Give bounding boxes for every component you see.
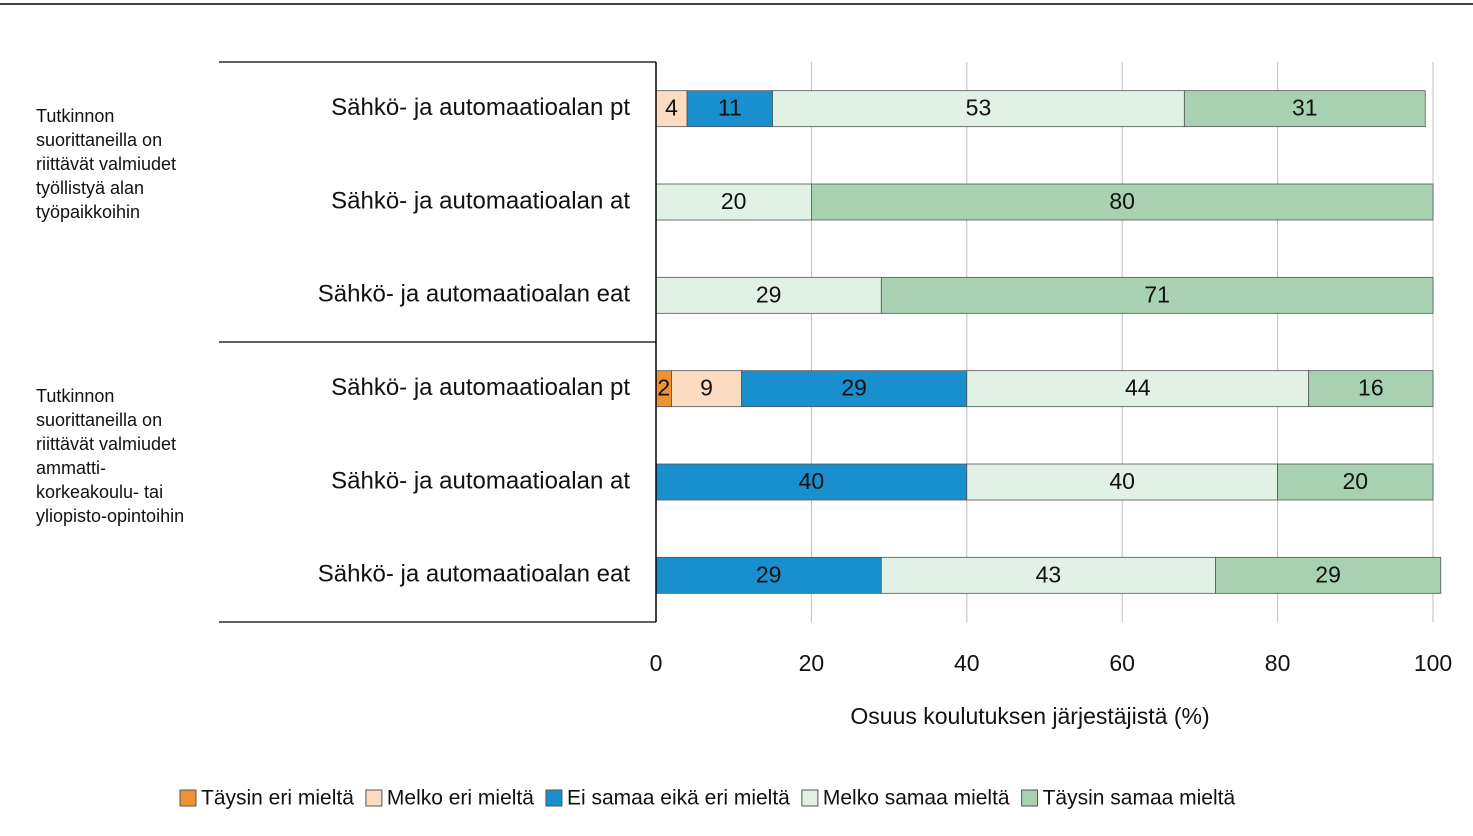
data-label: 29 (841, 375, 867, 401)
group-label: riittävät valmiudet (36, 154, 176, 174)
legend-label: Melko eri mieltä (387, 787, 534, 810)
x-tick-label: 100 (1414, 650, 1452, 676)
bar-segment (966, 370, 1310, 408)
data-label: 4 (665, 95, 678, 121)
data-label: 71 (1144, 281, 1170, 307)
data-label: 20 (1343, 468, 1369, 494)
bar-segment (655, 556, 882, 594)
y-tick-label: Sähkö- ja automaatioalan pt (331, 94, 630, 121)
legend-label: Täysin samaa mieltä (1043, 787, 1236, 810)
data-label: 29 (756, 281, 782, 307)
legend-swatch (1021, 789, 1039, 807)
y-tick-label: Sähkö- ja automaatioalan at (331, 187, 630, 214)
group-label: suorittaneilla on (36, 130, 162, 150)
data-label: 31 (1292, 95, 1318, 121)
bar-segment (655, 183, 812, 221)
group-label: ammatti- (36, 458, 106, 478)
data-label: 53 (966, 95, 992, 121)
data-label: 16 (1358, 375, 1384, 401)
data-label: 43 (1036, 561, 1062, 587)
x-tick-label: 60 (1109, 650, 1135, 676)
group-label: korkeakoulu- tai (36, 482, 163, 502)
group-label: riittävät valmiudet (36, 434, 176, 454)
bar-segment (966, 463, 1278, 501)
data-label: 2 (657, 375, 670, 401)
data-label: 29 (756, 561, 782, 587)
bar-segment (655, 463, 968, 501)
group-label: työllistyä alan (36, 178, 144, 198)
data-label: 9 (700, 375, 713, 401)
group-label: Tutkinnon (36, 386, 114, 406)
data-label: 40 (799, 468, 825, 494)
bar-segment (811, 183, 1434, 221)
data-label: 40 (1109, 468, 1135, 494)
bar-segment (1277, 463, 1434, 501)
bar-segment (741, 370, 968, 408)
data-label: 44 (1125, 375, 1151, 401)
legend-label: Ei samaa eikä eri mieltä (567, 787, 790, 810)
group-label: yliopisto-opintoihin (36, 506, 184, 526)
legend-swatch (365, 789, 383, 807)
x-tick-label: 0 (650, 650, 663, 676)
data-label: 29 (1315, 561, 1341, 587)
bar-segment (772, 90, 1185, 128)
legend-label: Melko samaa mieltä (823, 787, 1010, 810)
legend-swatch (179, 789, 197, 807)
data-label: 20 (721, 188, 747, 214)
legend-swatch (801, 789, 819, 807)
group-label: työpaikkoihin (36, 202, 140, 222)
bar-segment (880, 276, 1434, 314)
legend-label: Täysin eri mieltä (201, 787, 354, 810)
x-tick-label: 20 (799, 650, 825, 676)
y-tick-label: Sähkö- ja automaatioalan eat (318, 561, 631, 588)
data-label: 80 (1109, 188, 1135, 214)
legend-swatch (545, 789, 563, 807)
y-tick-label: Sähkö- ja automaatioalan at (331, 467, 630, 494)
bar-segment (1308, 370, 1434, 408)
bar-segment (1183, 90, 1426, 128)
x-axis-label: Osuus koulutuksen järjestäjistä (%) (850, 703, 1209, 729)
x-tick-label: 80 (1265, 650, 1291, 676)
group-label: suorittaneilla on (36, 410, 162, 430)
bar-segment (686, 90, 773, 128)
x-tick-label: 40 (954, 650, 980, 676)
group-label: Tutkinnon (36, 106, 114, 126)
y-tick-label: Sähkö- ja automaatioalan eat (318, 281, 631, 308)
bar-segment (880, 556, 1216, 594)
bar-segment (655, 276, 882, 314)
bar-segment (1215, 556, 1442, 594)
data-label: 11 (718, 95, 742, 121)
bar-segment (671, 370, 742, 408)
y-tick-label: Sähkö- ja automaatioalan pt (331, 374, 630, 401)
